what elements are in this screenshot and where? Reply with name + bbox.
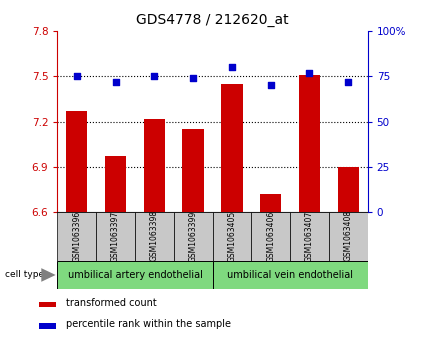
Point (267, 82, 274, 88)
Point (190, 75, 196, 81)
Bar (337, 167, 359, 212)
Text: percentile rank within the sample: percentile rank within the sample (66, 319, 231, 330)
Bar (66, 111, 88, 212)
Text: umbilical artery endothelial: umbilical artery endothelial (68, 270, 202, 280)
Point (74, 73, 80, 79)
Bar (329, 212, 368, 261)
Point (229, 64, 235, 70)
Text: GSM1063407: GSM1063407 (305, 210, 314, 261)
Text: cell type: cell type (5, 270, 44, 279)
Title: GDS4778 / 212620_at: GDS4778 / 212620_at (136, 13, 289, 27)
Bar (251, 212, 290, 261)
Text: GSM1063398: GSM1063398 (150, 210, 159, 261)
Text: GSM1063396: GSM1063396 (72, 210, 81, 261)
Bar (212, 261, 368, 289)
Text: GSM1063408: GSM1063408 (344, 210, 353, 261)
Bar (182, 129, 204, 212)
Text: GSM1063406: GSM1063406 (266, 210, 275, 261)
Bar (221, 84, 243, 212)
Bar (105, 156, 126, 212)
Bar (40, 323, 56, 329)
Bar (57, 261, 212, 289)
Text: GSM1063399: GSM1063399 (189, 210, 198, 261)
Text: umbilical vein endothelial: umbilical vein endothelial (227, 270, 353, 280)
Point (112, 79, 119, 85)
Bar (174, 212, 212, 261)
Point (151, 73, 158, 79)
Bar (299, 75, 320, 212)
Bar (135, 212, 174, 261)
Bar (212, 212, 251, 261)
Text: GSM1063405: GSM1063405 (227, 210, 236, 261)
Bar (260, 194, 281, 212)
Point (306, 70, 313, 76)
Bar (144, 119, 165, 212)
Text: GSM1063397: GSM1063397 (111, 210, 120, 261)
Text: transformed count: transformed count (66, 298, 157, 308)
Bar (40, 302, 56, 307)
Polygon shape (41, 268, 56, 282)
Bar (290, 212, 329, 261)
Point (345, 79, 351, 85)
Bar (96, 212, 135, 261)
Bar (57, 212, 96, 261)
